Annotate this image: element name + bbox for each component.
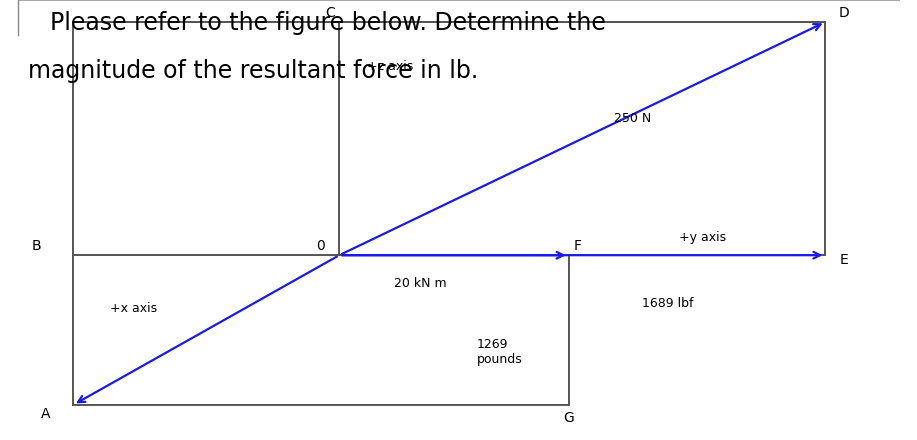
Text: +x axis: +x axis: [110, 301, 157, 315]
Text: 1689 lbf: 1689 lbf: [642, 297, 693, 310]
Text: 250 N: 250 N: [614, 112, 652, 125]
Text: 20 kN m: 20 kN m: [394, 277, 447, 290]
Text: B: B: [32, 239, 41, 253]
Text: 0: 0: [316, 239, 326, 253]
Text: +y axis: +y axis: [679, 231, 725, 244]
Text: E: E: [839, 253, 848, 267]
Text: magnitude of the resultant force in lb.: magnitude of the resultant force in lb.: [28, 59, 478, 84]
Text: G: G: [563, 411, 574, 425]
Text: F: F: [574, 239, 581, 253]
Text: A: A: [41, 407, 50, 421]
Text: 1269
pounds: 1269 pounds: [477, 338, 523, 366]
Text: +z axis: +z axis: [367, 59, 413, 73]
Text: D: D: [838, 6, 849, 20]
Text: C: C: [326, 6, 335, 20]
Text: Please refer to the figure below. Determine the: Please refer to the figure below. Determ…: [50, 11, 606, 35]
